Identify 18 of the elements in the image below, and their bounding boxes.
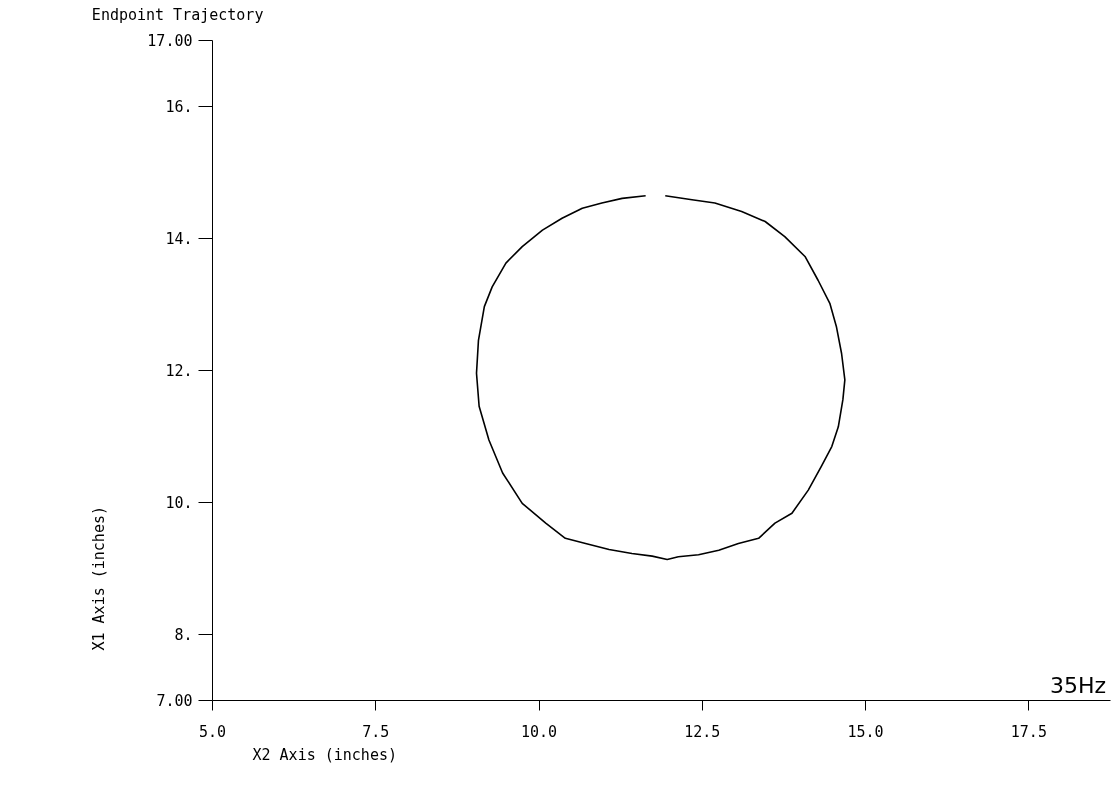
x-tick-label: 17.5 <box>1010 722 1047 741</box>
x-axis-title: X2 Axis (inches) <box>252 745 397 764</box>
x-tick-label: 12.5 <box>684 722 721 741</box>
x-tick-label: 15.0 <box>847 722 884 741</box>
y-axis-title: X1 Axis (inches) <box>90 506 109 651</box>
x-tick-label: 5.0 <box>198 722 227 741</box>
line-series <box>475 194 846 561</box>
annotation: 35Hz <box>1049 673 1106 698</box>
x-tick-label: 10.0 <box>520 722 558 741</box>
y-tick-label: 14. <box>165 229 193 248</box>
y-tick-label: 7.00 <box>156 691 193 710</box>
chart-title: Endpoint Trajectory <box>91 6 264 24</box>
x-tick-label: 7.5 <box>362 722 390 741</box>
y-tick-label: 12. <box>165 361 193 380</box>
y-tick-label: 8. <box>174 625 193 644</box>
y-tick-label: 16. <box>165 97 193 116</box>
y-tick-label: 10. <box>165 493 193 512</box>
y-tick-label: 17.00 <box>147 31 193 50</box>
